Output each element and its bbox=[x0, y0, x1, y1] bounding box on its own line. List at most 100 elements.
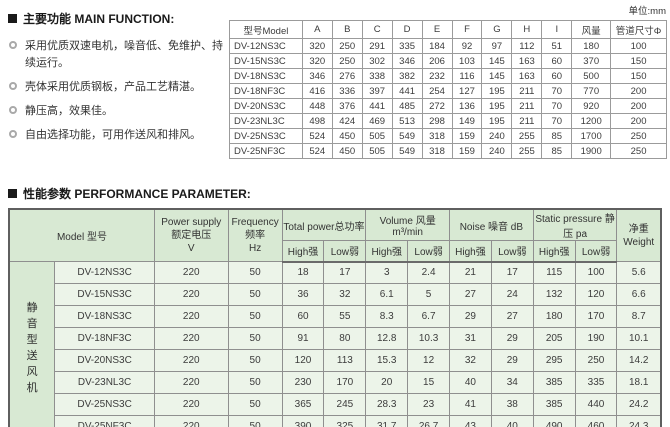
subheader-low: Low弱 bbox=[323, 240, 367, 263]
model-cell: DV-25NF3C bbox=[229, 143, 303, 159]
value-cell: 50 bbox=[227, 349, 283, 372]
value-cell: 298 bbox=[421, 113, 453, 129]
value-cell: 441 bbox=[391, 83, 423, 99]
col-header-power-supply: Power supply 额定电压 V bbox=[153, 208, 229, 262]
model-cell: DV-25NF3C bbox=[54, 415, 155, 427]
unit-label: 单位:mm bbox=[628, 6, 666, 17]
col-header-airflow: 风量 bbox=[571, 20, 612, 39]
table-row: DV-25NS3C 220 50 365 245 28.3 23 41 38 385 440 24.2 bbox=[9, 393, 662, 416]
dimensions-section: 单位:mm 型号Model A B C D E F G H I 风量 管道尺寸Φ… bbox=[229, 3, 667, 159]
value-cell: 390 bbox=[281, 415, 325, 427]
value-cell: 136 bbox=[451, 98, 483, 114]
performance-title-text: 性能参数 PERFORMANCE PARAMETER: bbox=[23, 187, 251, 201]
value-cell: 24 bbox=[490, 283, 534, 306]
value-cell: 159 bbox=[451, 128, 483, 144]
table-row: DV-20NS3C 220 50 120 113 15.3 12 32 29 295 250 14.2 bbox=[9, 349, 662, 372]
value-cell: 8.7 bbox=[616, 305, 662, 328]
value-cell: 15.3 bbox=[365, 349, 409, 372]
value-cell: 338 bbox=[361, 68, 393, 84]
value-cell: 159 bbox=[451, 143, 483, 159]
model-cell: DV-15NS3C bbox=[54, 283, 155, 306]
value-cell: 232 bbox=[421, 68, 453, 84]
value-cell: 318 bbox=[421, 128, 453, 144]
value-cell: 6.1 bbox=[365, 283, 409, 306]
table-row: DV-25NF3C 220 50 390 325 31.7 26.7 43 40 490 460 24… bbox=[9, 415, 662, 427]
table-row: DV-25NS3C 524 450 505 549 318 159 240 255 85 1700 2… bbox=[229, 128, 667, 144]
value-cell: 163 bbox=[511, 53, 543, 69]
value-cell: 448 bbox=[301, 98, 333, 114]
value-cell: 450 bbox=[331, 143, 363, 159]
value-cell: 60 bbox=[541, 68, 573, 84]
performance-section: 性能参数 PERFORMANCE PARAMETER: Model 型号 Pow… bbox=[8, 185, 662, 427]
table-header-row: 型号Model A B C D E F G H I 风量 管道尺寸Φ bbox=[229, 20, 667, 39]
value-cell: 8.3 bbox=[365, 305, 409, 328]
value-cell: 70 bbox=[541, 98, 573, 114]
value-cell: 17 bbox=[490, 261, 534, 284]
value-cell: 50 bbox=[227, 371, 283, 394]
value-cell: 250 bbox=[331, 53, 363, 69]
value-cell: 276 bbox=[331, 68, 363, 84]
list-item: 静压高，效果佳。 bbox=[8, 103, 224, 120]
col-header: F bbox=[451, 20, 483, 39]
col-header-static-pressure: Static pressure 静压 pa bbox=[532, 208, 618, 241]
value-cell: 27 bbox=[449, 283, 492, 306]
value-cell: 1700 bbox=[571, 128, 612, 144]
value-cell: 24.2 bbox=[616, 393, 662, 416]
col-header: H bbox=[511, 20, 543, 39]
value-cell: 50 bbox=[227, 261, 283, 284]
value-cell: 195 bbox=[481, 98, 513, 114]
col-header: D bbox=[391, 20, 423, 39]
value-cell: 272 bbox=[421, 98, 453, 114]
value-cell: 50 bbox=[227, 305, 283, 328]
value-cell: 346 bbox=[301, 68, 333, 84]
value-cell: 770 bbox=[571, 83, 612, 99]
value-cell: 32 bbox=[323, 283, 367, 306]
value-cell: 302 bbox=[361, 53, 393, 69]
table-row: DV-23NL3C 498 424 469 513 298 149 195 211 70 1200 2… bbox=[229, 113, 667, 129]
value-cell: 51 bbox=[541, 38, 573, 54]
value-cell: 36 bbox=[281, 283, 325, 306]
value-cell: 385 bbox=[532, 393, 576, 416]
main-function-title: 主要功能 MAIN FUNCTION: bbox=[8, 10, 224, 27]
value-cell: 23 bbox=[407, 393, 451, 416]
col-header-noise: Noise 噪音 dB bbox=[449, 208, 534, 241]
value-cell: 24.3 bbox=[616, 415, 662, 427]
value-cell: 85 bbox=[541, 128, 573, 144]
value-cell: 240 bbox=[481, 128, 513, 144]
value-cell: 184 bbox=[421, 38, 453, 54]
col-header-model: 型号Model bbox=[229, 20, 303, 39]
model-cell: DV-12NS3C bbox=[54, 261, 155, 284]
value-cell: 5 bbox=[407, 283, 451, 306]
table-row: DV-18NS3C 220 50 60 55 8.3 6.7 29 27 180 170 8.7 bbox=[9, 305, 662, 328]
value-cell: 55 bbox=[323, 305, 367, 328]
value-cell: 29 bbox=[490, 349, 534, 372]
value-cell: 549 bbox=[391, 143, 423, 159]
value-cell: 245 bbox=[323, 393, 367, 416]
value-cell: 485 bbox=[391, 98, 423, 114]
value-cell: 469 bbox=[361, 113, 393, 129]
performance-title: 性能参数 PERFORMANCE PARAMETER: bbox=[8, 185, 662, 202]
value-cell: 397 bbox=[361, 83, 393, 99]
value-cell: 10.1 bbox=[616, 327, 662, 350]
value-cell: 20 bbox=[365, 371, 409, 394]
value-cell: 149 bbox=[451, 113, 483, 129]
value-cell: 116 bbox=[451, 68, 483, 84]
bullet-icon bbox=[9, 82, 17, 91]
bullet-icon bbox=[9, 130, 17, 139]
value-cell: 211 bbox=[511, 98, 543, 114]
value-cell: 3 bbox=[365, 261, 409, 284]
value-cell: 424 bbox=[331, 113, 363, 129]
feature-list: 采用优质双速电机，噪音低、免维护、持续运行。 壳体采用优质钢板，产品工艺精湛。 … bbox=[8, 38, 224, 144]
value-cell: 41 bbox=[449, 393, 492, 416]
value-cell: 85 bbox=[541, 143, 573, 159]
main-function-section: 主要功能 MAIN FUNCTION: 采用优质双速电机，噪音低、免维护、持续运… bbox=[8, 10, 224, 151]
value-cell: 70 bbox=[541, 113, 573, 129]
value-cell: 18.1 bbox=[616, 371, 662, 394]
table-row: DV-20NS3C 448 376 441 485 272 136 195 211 70 920 20… bbox=[229, 98, 667, 114]
model-cell: DV-12NS3C bbox=[229, 38, 303, 54]
value-cell: 31.7 bbox=[365, 415, 409, 427]
model-cell: DV-18NF3C bbox=[54, 327, 155, 350]
col-header: I bbox=[541, 20, 573, 39]
value-cell: 60 bbox=[541, 53, 573, 69]
value-cell: 50 bbox=[227, 327, 283, 350]
